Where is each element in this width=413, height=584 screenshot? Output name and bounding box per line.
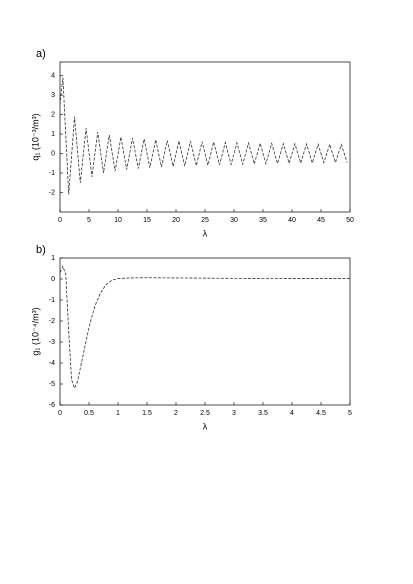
x-tick-label: 40 xyxy=(288,217,296,224)
axes-box xyxy=(59,61,351,213)
x-tick-label: 20 xyxy=(172,217,180,224)
x-tick-label: 25 xyxy=(201,217,209,224)
x-tick-label: 5 xyxy=(87,217,91,224)
x-tick-label: 2.5 xyxy=(200,410,210,417)
y-tick-label: 1 xyxy=(51,131,55,138)
x-tick-label: 0.5 xyxy=(84,410,94,417)
x-tick-label: 5 xyxy=(348,410,352,417)
y-axis-label: g₁ (10⁻⁴/m³) xyxy=(30,307,40,355)
x-tick-label: 50 xyxy=(346,217,354,224)
y-tick-label: -5 xyxy=(49,381,55,388)
panel-label: b) xyxy=(36,244,46,256)
x-tick-label: 4.5 xyxy=(316,410,326,417)
y-tick-label: -1 xyxy=(49,170,55,177)
x-axis-label: λ xyxy=(203,421,208,431)
y-tick-label: 0 xyxy=(51,150,55,157)
y-tick-label: 3 xyxy=(51,92,55,99)
y-tick-label: 1 xyxy=(51,255,55,262)
x-tick-label: 4 xyxy=(290,410,294,417)
x-tick-label: 10 xyxy=(114,217,122,224)
x-tick-label: 45 xyxy=(317,217,325,224)
y-tick-label: 4 xyxy=(51,72,55,79)
y-tick-label: 0 xyxy=(51,276,55,283)
y-tick-label: -2 xyxy=(49,189,55,196)
x-axis-label: λ xyxy=(203,228,208,238)
y-axis-label: q₁ (10⁻³/m³) xyxy=(30,113,40,160)
data-line xyxy=(59,77,348,195)
y-tick-label: -1 xyxy=(49,297,55,304)
y-tick-label: -4 xyxy=(49,360,55,367)
x-tick-label: 0 xyxy=(58,217,62,224)
y-tick-label: -3 xyxy=(49,339,55,346)
x-tick-label: 30 xyxy=(230,217,238,224)
axes-box xyxy=(59,257,351,406)
x-tick-label: 3 xyxy=(232,410,236,417)
y-tick-label: -6 xyxy=(49,402,55,409)
x-tick-label: 0 xyxy=(58,410,62,417)
x-tick-label: 15 xyxy=(143,217,151,224)
x-tick-label: 35 xyxy=(259,217,267,224)
y-tick-label: -2 xyxy=(49,318,55,325)
x-tick-label: 1.5 xyxy=(142,410,152,417)
x-tick-label: 3.5 xyxy=(258,410,268,417)
x-tick-label: 2 xyxy=(174,410,178,417)
y-tick-label: 2 xyxy=(51,111,55,118)
x-tick-label: 1 xyxy=(116,410,120,417)
data-line xyxy=(59,265,350,390)
panel-label: a) xyxy=(36,48,46,60)
